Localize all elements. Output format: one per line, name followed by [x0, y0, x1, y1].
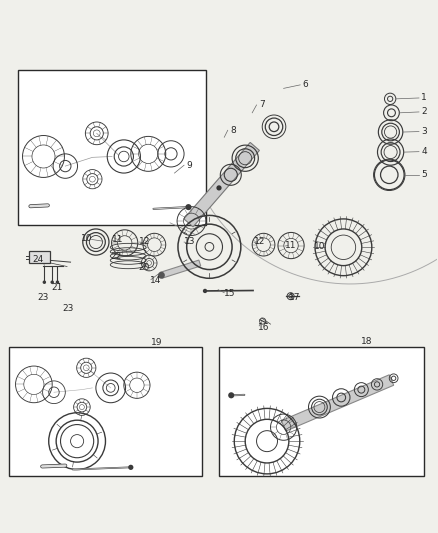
Text: 1: 1 — [421, 93, 427, 102]
Bar — [219, 348, 424, 476]
Ellipse shape — [228, 392, 234, 398]
Text: 15: 15 — [224, 289, 235, 298]
Text: 5: 5 — [421, 171, 427, 179]
Text: 23: 23 — [62, 304, 74, 313]
Ellipse shape — [185, 204, 191, 210]
Text: 11: 11 — [112, 235, 124, 244]
Text: 19: 19 — [151, 338, 163, 347]
Ellipse shape — [216, 185, 222, 190]
Bar — [28, 251, 50, 263]
Ellipse shape — [50, 280, 54, 284]
Ellipse shape — [56, 280, 59, 284]
Text: 22: 22 — [110, 252, 122, 261]
Text: 13: 13 — [184, 237, 195, 246]
Polygon shape — [281, 375, 394, 431]
Text: 10: 10 — [314, 243, 325, 252]
Text: 24: 24 — [32, 255, 44, 264]
Text: 21: 21 — [52, 283, 63, 292]
Text: 18: 18 — [361, 337, 372, 346]
Text: 2: 2 — [421, 108, 427, 116]
Text: 23: 23 — [37, 293, 48, 302]
Text: 14: 14 — [149, 276, 161, 285]
Text: 12: 12 — [139, 237, 151, 246]
Text: 20: 20 — [138, 263, 150, 272]
Bar — [10, 348, 201, 476]
Text: 17: 17 — [289, 294, 301, 302]
Bar — [18, 70, 206, 225]
Polygon shape — [160, 260, 201, 278]
Ellipse shape — [42, 280, 46, 284]
Ellipse shape — [158, 272, 165, 279]
Text: 9: 9 — [187, 161, 192, 169]
Polygon shape — [184, 142, 259, 227]
Text: 6: 6 — [303, 80, 308, 90]
Text: 11: 11 — [285, 241, 297, 250]
Text: 7: 7 — [259, 100, 265, 109]
Text: 10: 10 — [81, 233, 93, 243]
Text: 3: 3 — [421, 127, 427, 136]
Ellipse shape — [203, 289, 207, 293]
Ellipse shape — [128, 465, 134, 470]
Text: 8: 8 — [230, 126, 236, 135]
Text: 4: 4 — [421, 147, 427, 156]
Text: 12: 12 — [254, 237, 265, 246]
Text: 16: 16 — [258, 323, 269, 332]
